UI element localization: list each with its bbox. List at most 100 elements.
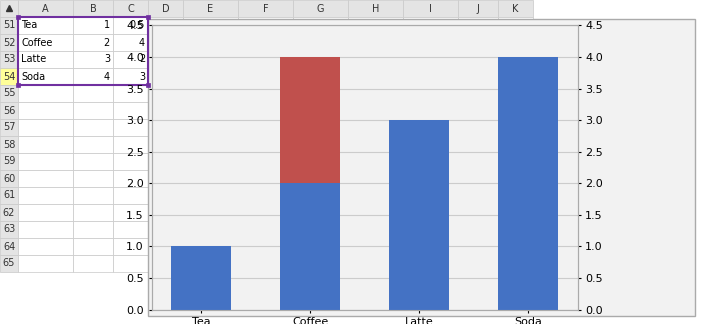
Bar — [403, 170, 458, 187]
Bar — [0, 0, 18, 17]
Text: 2: 2 — [104, 38, 110, 48]
Bar — [498, 255, 533, 272]
Bar — [293, 221, 348, 238]
Bar — [238, 34, 293, 51]
Bar — [0, 34, 18, 51]
Bar — [458, 17, 498, 34]
Bar — [238, 51, 293, 68]
Bar — [18, 221, 73, 238]
Bar — [148, 238, 183, 255]
Text: K: K — [513, 4, 519, 14]
Bar — [73, 102, 113, 119]
Bar — [148, 136, 183, 153]
Text: 3: 3 — [104, 54, 110, 64]
Bar — [113, 238, 148, 255]
Bar — [238, 255, 293, 272]
Text: B: B — [90, 4, 97, 14]
Text: 56: 56 — [3, 106, 15, 115]
Bar — [403, 119, 458, 136]
Bar — [148, 221, 183, 238]
Bar — [113, 204, 148, 221]
Bar — [458, 204, 498, 221]
Bar — [498, 57, 558, 309]
Bar — [293, 17, 348, 34]
Bar — [171, 246, 231, 309]
Text: 54: 54 — [3, 72, 15, 82]
Bar — [73, 221, 113, 238]
Text: 63: 63 — [3, 225, 15, 235]
Bar — [148, 255, 183, 272]
Bar — [148, 19, 695, 316]
Bar — [348, 136, 403, 153]
Bar — [113, 187, 148, 204]
Text: 51: 51 — [3, 20, 15, 30]
Bar — [293, 136, 348, 153]
Bar — [403, 68, 458, 85]
Bar — [458, 136, 498, 153]
Text: 1: 1 — [104, 20, 110, 30]
Bar — [183, 187, 238, 204]
Bar — [348, 170, 403, 187]
Bar — [238, 85, 293, 102]
Bar — [498, 120, 558, 309]
Bar — [148, 85, 183, 102]
Bar — [73, 204, 113, 221]
Text: G: G — [316, 4, 324, 14]
Bar — [183, 102, 238, 119]
Bar — [0, 153, 18, 170]
Bar — [73, 255, 113, 272]
Bar — [238, 153, 293, 170]
Bar — [18, 204, 73, 221]
Bar — [148, 34, 183, 51]
Bar — [0, 17, 18, 34]
Bar — [293, 85, 348, 102]
Text: 2: 2 — [139, 54, 145, 64]
Text: Coffee: Coffee — [21, 38, 53, 48]
Bar — [18, 153, 73, 170]
Bar — [348, 34, 403, 51]
Bar — [0, 221, 18, 238]
Bar — [498, 68, 533, 85]
Bar — [238, 119, 293, 136]
Bar — [458, 153, 498, 170]
Bar — [403, 238, 458, 255]
Bar — [458, 68, 498, 85]
Bar — [389, 120, 449, 309]
Text: Soda: Soda — [21, 72, 45, 82]
Bar — [238, 136, 293, 153]
Bar — [18, 34, 73, 51]
Bar — [148, 153, 183, 170]
Bar — [458, 255, 498, 272]
Bar — [113, 170, 148, 187]
Bar — [458, 119, 498, 136]
Bar — [171, 278, 231, 309]
Bar — [148, 119, 183, 136]
Bar — [18, 102, 73, 119]
Bar — [113, 102, 148, 119]
Bar — [238, 221, 293, 238]
Bar — [73, 85, 113, 102]
Bar — [348, 68, 403, 85]
Bar — [148, 187, 183, 204]
Text: F: F — [262, 4, 268, 14]
Bar — [16, 15, 20, 19]
Bar — [113, 153, 148, 170]
Bar — [0, 204, 18, 221]
Bar — [293, 238, 348, 255]
Text: 64: 64 — [3, 241, 15, 251]
Bar — [458, 102, 498, 119]
Bar — [293, 51, 348, 68]
Text: 3: 3 — [139, 72, 145, 82]
Bar — [183, 153, 238, 170]
Bar — [148, 0, 183, 17]
Bar — [0, 51, 18, 68]
Bar — [73, 238, 113, 255]
Bar — [498, 0, 533, 17]
Bar — [146, 15, 150, 19]
Text: I: I — [429, 4, 432, 14]
Text: E: E — [208, 4, 213, 14]
Bar — [238, 187, 293, 204]
Text: 65: 65 — [3, 259, 15, 269]
Bar — [0, 119, 18, 136]
Bar — [293, 68, 348, 85]
